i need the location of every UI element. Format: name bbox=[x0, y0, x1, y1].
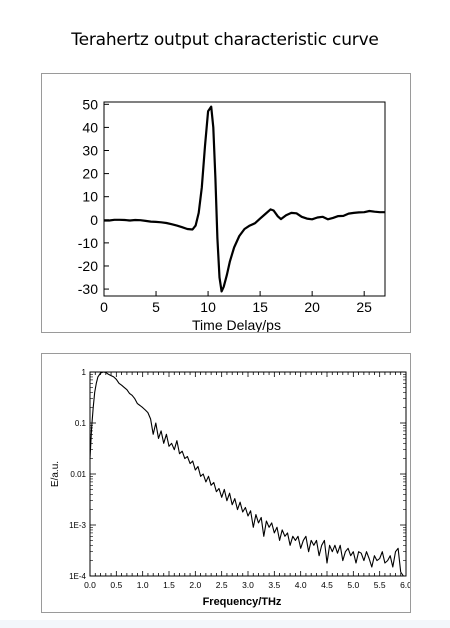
x-tick-label: 0.0 bbox=[84, 580, 96, 590]
series-line-spectrum bbox=[89, 371, 404, 577]
x-tick-label: 2.5 bbox=[216, 580, 228, 590]
time-domain-chart: 0 5 10 15 20 25 50 40 30 20 10 0 -10 -20 -30 Time Delay… bbox=[78, 96, 386, 332]
x-tick-label: 2.0 bbox=[189, 580, 201, 590]
x-tick-label: 5.0 bbox=[347, 580, 359, 590]
y-tick-label: 1E-4 bbox=[69, 572, 86, 581]
y-tick-label: 10 bbox=[82, 189, 98, 205]
y-tick-label: -10 bbox=[78, 235, 98, 251]
x-tick-label: 0.5 bbox=[110, 580, 122, 590]
y-tick-label: 40 bbox=[82, 119, 98, 135]
y-tick-label: 0.01 bbox=[70, 470, 86, 479]
y-tick-label: -20 bbox=[78, 258, 98, 274]
plot-frame bbox=[103, 101, 386, 297]
y-tick-label: 1 bbox=[82, 368, 87, 377]
x-axis-label: Time Delay/ps bbox=[192, 317, 281, 332]
x-tick-label: 20 bbox=[304, 299, 320, 315]
x-axis-label: Frequency/THz bbox=[203, 596, 282, 608]
page-title: Terahertz output characteristic curve bbox=[71, 30, 379, 50]
x-tick-label: 5.5 bbox=[374, 580, 386, 590]
x-tick-label: 3.5 bbox=[268, 580, 280, 590]
plot-frame bbox=[89, 371, 407, 577]
frequency-spectrum-chart: 0.0 0.5 1.0 1.5 2.0 2.5 3.0 3.5 4.0 4.5 5.0 5.5 6.0 1… bbox=[50, 368, 410, 608]
x-tick-label: 4.0 bbox=[295, 580, 307, 590]
frequency-spectrum-chart-panel: 0.0 0.5 1.0 1.5 2.0 2.5 3.0 3.5 4.0 4.5 5.0 5.5 6.0 1… bbox=[41, 353, 411, 613]
x-tick-label: 0 bbox=[100, 299, 108, 315]
y-tick-label: 0.1 bbox=[75, 419, 87, 428]
x-tick-label: 1.0 bbox=[137, 580, 149, 590]
series-line-time-signal bbox=[104, 105, 385, 293]
x-tick-label: 1.5 bbox=[163, 580, 175, 590]
x-tick-label: 15 bbox=[252, 299, 268, 315]
y-tick-label: 30 bbox=[82, 143, 98, 159]
y-tick-label: -30 bbox=[78, 281, 98, 297]
x-tick-label: 4.5 bbox=[321, 580, 333, 590]
x-tick-label: 5 bbox=[152, 299, 160, 315]
time-domain-chart-panel: 0 5 10 15 20 25 50 40 30 20 10 0 -10 -20 -30 Time Delay… bbox=[41, 73, 411, 333]
y-tick-label: 0 bbox=[90, 212, 98, 228]
x-tick-label: 25 bbox=[356, 299, 372, 315]
x-tick-label: 3.0 bbox=[242, 580, 254, 590]
y-tick-label: 1E-3 bbox=[69, 521, 86, 530]
x-tick-label: 10 bbox=[200, 299, 216, 315]
y-tick-label: 20 bbox=[82, 166, 98, 182]
bottom-strip bbox=[0, 620, 450, 628]
x-tick-label: 6.0 bbox=[400, 580, 410, 590]
y-axis-label: E/a.u. bbox=[50, 461, 61, 487]
y-tick-label: 50 bbox=[82, 96, 98, 112]
